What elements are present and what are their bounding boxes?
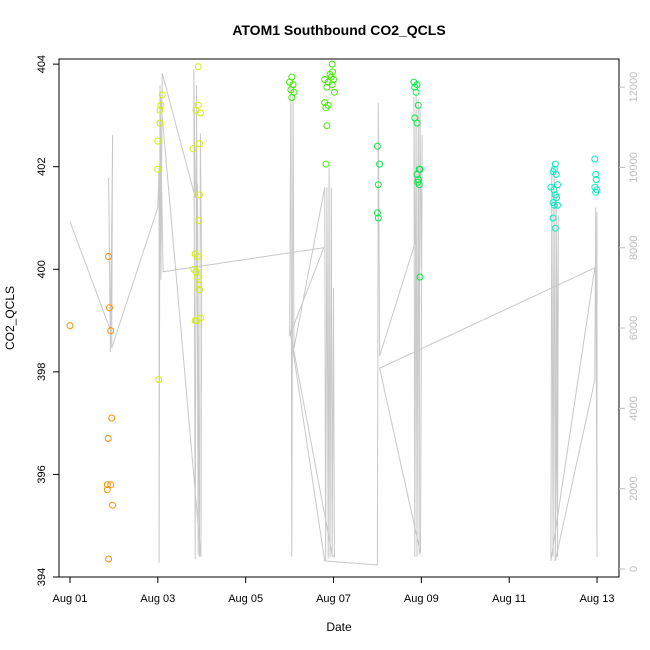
data-point bbox=[553, 194, 561, 201]
data-point bbox=[194, 63, 202, 71]
data-point bbox=[156, 119, 164, 127]
data-point bbox=[554, 201, 561, 209]
data-point bbox=[192, 268, 200, 276]
chart-title: ATOM1 Southbound CO2_QCLS bbox=[232, 22, 445, 38]
y2-tick-label: 0 bbox=[628, 566, 640, 572]
scatter-points bbox=[66, 60, 601, 563]
data-point bbox=[549, 214, 557, 222]
x-tick-label: Aug 05 bbox=[228, 593, 263, 605]
data-point bbox=[289, 81, 297, 89]
y-tick-label: 394 bbox=[36, 568, 48, 586]
data-point bbox=[414, 176, 422, 183]
data-point bbox=[324, 101, 332, 109]
y2-tick-label: 10000 bbox=[628, 152, 640, 183]
plot-box bbox=[58, 58, 620, 578]
data-point bbox=[373, 209, 381, 217]
data-point bbox=[193, 273, 201, 281]
data-point bbox=[593, 186, 601, 194]
data-point bbox=[103, 481, 111, 489]
data-point bbox=[373, 142, 381, 150]
data-point bbox=[329, 68, 337, 76]
data-point bbox=[157, 101, 165, 109]
data-point bbox=[195, 217, 203, 225]
data-point bbox=[376, 160, 384, 168]
data-point bbox=[552, 170, 560, 178]
y2-tick-label: 6000 bbox=[628, 316, 640, 340]
data-point bbox=[416, 273, 424, 281]
data-point bbox=[155, 376, 163, 383]
data-point bbox=[107, 481, 115, 489]
data-point bbox=[189, 145, 197, 153]
data-point bbox=[328, 60, 336, 68]
x-axis-label: Date bbox=[326, 620, 352, 634]
y-tick-label: 402 bbox=[36, 158, 48, 176]
data-point bbox=[374, 214, 382, 222]
y-axis-left: 394 396 398 400 402 404 bbox=[36, 55, 59, 586]
y2-tick-label: 2000 bbox=[628, 476, 640, 500]
data-point bbox=[550, 201, 558, 209]
data-point bbox=[195, 281, 203, 289]
data-point bbox=[550, 186, 558, 194]
data-point bbox=[104, 435, 112, 442]
y-tick-label: 398 bbox=[36, 363, 48, 381]
data-point bbox=[413, 119, 421, 127]
data-point bbox=[196, 140, 203, 148]
y-tick-label: 396 bbox=[36, 465, 48, 483]
data-point bbox=[196, 109, 204, 117]
data-point bbox=[196, 286, 203, 294]
data-point bbox=[554, 181, 561, 189]
y2-tick-label: 8000 bbox=[628, 235, 640, 259]
data-point bbox=[330, 76, 337, 83]
x-tick-label: Aug 07 bbox=[316, 593, 351, 605]
data-point bbox=[288, 73, 296, 81]
altitude-series bbox=[69, 68, 598, 566]
data-point bbox=[592, 170, 600, 178]
data-point bbox=[412, 88, 420, 96]
x-tick-label: Aug 13 bbox=[580, 593, 615, 605]
y-tick-label: 400 bbox=[36, 260, 48, 278]
data-point bbox=[328, 81, 336, 89]
data-point bbox=[551, 160, 559, 168]
x-tick-label: Aug 09 bbox=[404, 593, 439, 605]
data-point bbox=[193, 253, 201, 260]
x-axis: Aug 01 Aug 03 Aug 05 Aug 07 Aug 09 Aug 11 Aug … bbox=[53, 577, 615, 605]
y2-tick-label: 4000 bbox=[628, 396, 640, 420]
y-axis-right: 0 2000 4000 6000 8000 10000 12000 bbox=[619, 72, 640, 572]
data-point bbox=[105, 555, 113, 563]
y-axis-label: CO2_QCLS bbox=[3, 286, 17, 350]
data-point bbox=[415, 181, 423, 189]
data-point bbox=[103, 486, 111, 494]
data-point bbox=[551, 224, 559, 232]
data-point bbox=[106, 304, 113, 312]
x-tick-label: Aug 11 bbox=[492, 593, 526, 605]
x-tick-label: Aug 03 bbox=[140, 593, 175, 605]
data-point bbox=[413, 81, 421, 89]
data-point bbox=[109, 501, 117, 509]
data-point bbox=[592, 176, 600, 183]
data-point bbox=[323, 122, 331, 130]
data-point bbox=[193, 317, 200, 325]
data-point bbox=[288, 94, 296, 101]
altitude-line bbox=[69, 68, 598, 566]
data-point bbox=[196, 191, 203, 199]
x-tick-label: Aug 01 bbox=[53, 593, 88, 605]
data-point bbox=[322, 160, 330, 168]
data-point bbox=[194, 101, 202, 109]
y2-tick-label: 12000 bbox=[628, 72, 640, 103]
data-point bbox=[330, 88, 338, 96]
data-point bbox=[154, 137, 162, 145]
data-point bbox=[107, 327, 115, 335]
data-point bbox=[66, 322, 74, 330]
data-point bbox=[158, 91, 166, 99]
data-point bbox=[108, 414, 116, 422]
data-point bbox=[105, 253, 113, 260]
data-point bbox=[416, 165, 424, 173]
y-tick-label: 404 bbox=[36, 55, 48, 73]
data-point bbox=[591, 155, 599, 163]
data-point bbox=[154, 165, 162, 173]
data-point bbox=[156, 106, 164, 114]
data-point bbox=[374, 181, 382, 189]
data-point bbox=[414, 101, 422, 109]
